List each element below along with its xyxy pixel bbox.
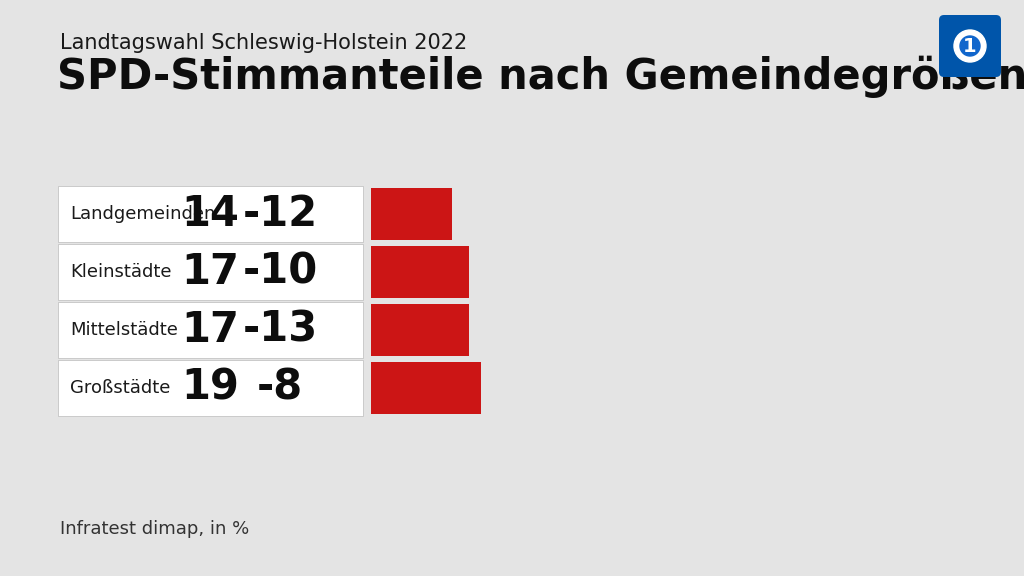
FancyBboxPatch shape [58,244,362,300]
Text: -13: -13 [243,309,317,351]
FancyBboxPatch shape [371,188,452,240]
FancyBboxPatch shape [58,360,362,416]
FancyBboxPatch shape [371,362,481,414]
Text: Landtagswahl Schleswig-Holstein 2022: Landtagswahl Schleswig-Holstein 2022 [60,33,467,53]
Text: 1: 1 [964,36,977,55]
Text: -8: -8 [257,367,303,409]
Text: SPD-Stimmanteile nach Gemeindegrößen: SPD-Stimmanteile nach Gemeindegrößen [57,56,1024,98]
Text: Infratest dimap, in %: Infratest dimap, in % [60,520,249,538]
Text: Kleinstädte: Kleinstädte [70,263,171,281]
Text: 17: 17 [181,251,239,293]
Text: Mittelstädte: Mittelstädte [70,321,178,339]
Circle shape [961,36,980,56]
FancyBboxPatch shape [939,15,1001,77]
Text: 14: 14 [181,193,239,235]
Circle shape [954,30,986,62]
FancyBboxPatch shape [371,246,469,298]
FancyBboxPatch shape [58,302,362,358]
Text: Landgemeinden: Landgemeinden [70,205,215,223]
Text: -10: -10 [243,251,317,293]
Text: -12: -12 [243,193,317,235]
Text: Großstädte: Großstädte [70,379,170,397]
Text: 17: 17 [181,309,239,351]
FancyBboxPatch shape [58,186,362,242]
Text: 19: 19 [181,367,239,409]
FancyBboxPatch shape [371,304,469,356]
